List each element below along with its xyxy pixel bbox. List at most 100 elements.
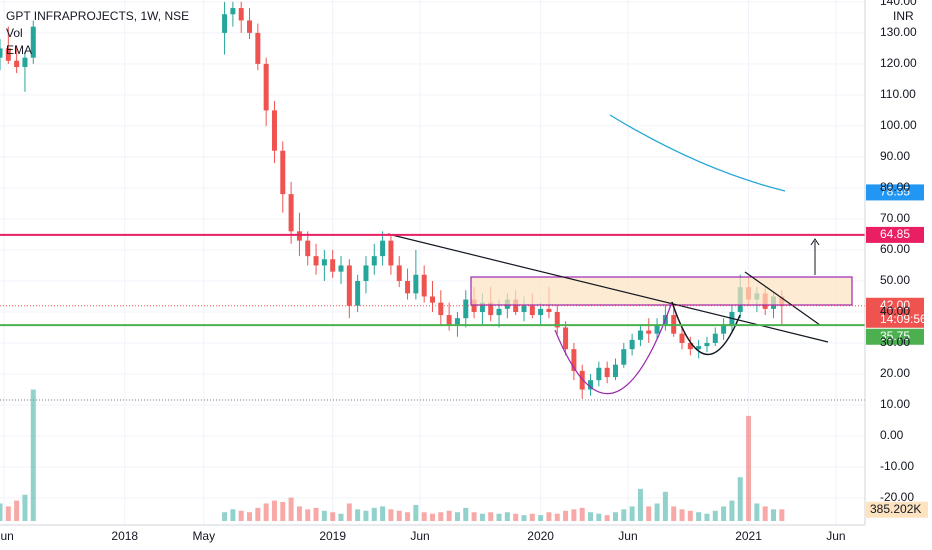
price-label: 64.85	[880, 227, 910, 241]
volume-pane	[0, 389, 785, 521]
volume-bar	[471, 512, 477, 521]
candle-body	[321, 259, 327, 266]
volume-bar	[355, 509, 361, 521]
volume-bar	[405, 512, 411, 521]
candle-body	[0, 48, 3, 58]
candle-body	[646, 330, 652, 334]
y-tick-label: 80.00	[880, 180, 910, 194]
x-tick-label: Jun	[618, 529, 637, 543]
volume-bar	[604, 515, 610, 521]
candle-body	[30, 26, 36, 58]
volume-bar	[296, 506, 302, 521]
candle-body	[463, 299, 469, 319]
volume-bar	[504, 512, 510, 521]
volume-bar	[271, 500, 277, 521]
trend-line	[744, 271, 821, 326]
volume-bar	[230, 509, 236, 521]
volume-bar	[546, 512, 552, 521]
volume-bar	[596, 513, 602, 521]
volume-bar	[662, 491, 668, 521]
volume-bar	[654, 503, 660, 521]
price-label: 35.75	[880, 329, 910, 343]
volume-bar	[346, 503, 352, 521]
volume-bar	[762, 506, 768, 521]
axes: 140.00 130.00 120.00 110.00 100.00 90.00 80.00…	[0, 0, 917, 543]
volume-bar	[737, 477, 743, 521]
candle-body	[637, 330, 643, 340]
volume-label: 385.202K	[870, 502, 921, 516]
candle-body	[588, 380, 594, 390]
volume-bar	[554, 513, 560, 521]
candle-body	[305, 240, 311, 257]
y-tick-label: 90.00	[880, 149, 910, 163]
resistance-zone	[470, 276, 853, 306]
candle-body	[546, 308, 552, 312]
candle-body	[446, 315, 452, 325]
candle-body	[380, 240, 386, 257]
volume-bar	[612, 512, 618, 521]
y-tick-label: 20.00	[880, 366, 910, 380]
volume-bar	[380, 506, 386, 521]
volume-bar	[247, 512, 253, 521]
y-tick-label: 110.00	[880, 87, 916, 101]
volume-bar	[754, 503, 760, 521]
currency-label: INR	[893, 9, 914, 23]
volume-bar	[288, 497, 294, 521]
x-tick-label: Jun	[0, 529, 14, 543]
price-label: 42.00	[880, 298, 910, 312]
candle-body	[22, 57, 28, 67]
price-label-box	[866, 297, 924, 328]
ema-line	[609, 114, 786, 192]
volume-bar	[779, 509, 785, 521]
chart-title: GPT INFRAPROJECTS, 1W, NSE	[6, 9, 189, 23]
candle-body	[629, 339, 635, 350]
volume-bar	[22, 494, 28, 521]
volume-bar	[729, 500, 735, 521]
volume-bar	[430, 513, 435, 521]
y-tick-label: 70.00	[880, 211, 910, 225]
volume-bar	[371, 507, 377, 521]
y-tick-label: 130.00	[880, 25, 917, 39]
candle-body	[238, 8, 244, 21]
candle-body	[255, 32, 261, 64]
volume-bar	[321, 510, 327, 521]
y-tick-label: 50.00	[880, 273, 910, 287]
volume-bar	[305, 509, 311, 521]
volume-bar	[579, 507, 585, 521]
candle-body	[14, 60, 20, 67]
grid	[0, 0, 865, 525]
volume-bar	[446, 510, 452, 521]
candle-body	[363, 265, 369, 281]
candle-body	[621, 349, 627, 365]
candle-body	[554, 311, 560, 328]
candle-body	[513, 299, 519, 312]
volume-bar	[704, 513, 710, 521]
volume-bar	[746, 415, 752, 521]
volume-bar	[513, 513, 519, 521]
volume-bar	[671, 506, 677, 521]
indicator-label: EMA	[6, 43, 32, 57]
price-label-box	[866, 184, 924, 201]
price-label: 78.55	[880, 185, 910, 199]
candle-body	[230, 8, 236, 15]
volume-bar	[263, 503, 269, 521]
volume-bar	[679, 509, 685, 521]
candle-body	[529, 305, 535, 316]
y-tick-label: 120.00	[880, 56, 917, 70]
candle-body	[438, 302, 444, 316]
volume-bar	[646, 506, 652, 521]
candle-body	[596, 367, 602, 381]
candle-body	[679, 333, 685, 343]
volume-bar	[0, 503, 3, 521]
candle-body	[696, 346, 702, 350]
volume-bar	[479, 513, 485, 521]
x-tick-label: May	[192, 529, 215, 543]
handle-arc	[671, 301, 741, 356]
candle-body	[571, 349, 577, 371]
price-label-box	[866, 328, 924, 345]
candle-body	[263, 63, 269, 111]
candle-body	[538, 308, 544, 316]
volume-bar	[30, 389, 36, 521]
y-tick-label: 100.00	[880, 118, 917, 132]
y-tick-label: -20.00	[880, 490, 914, 504]
